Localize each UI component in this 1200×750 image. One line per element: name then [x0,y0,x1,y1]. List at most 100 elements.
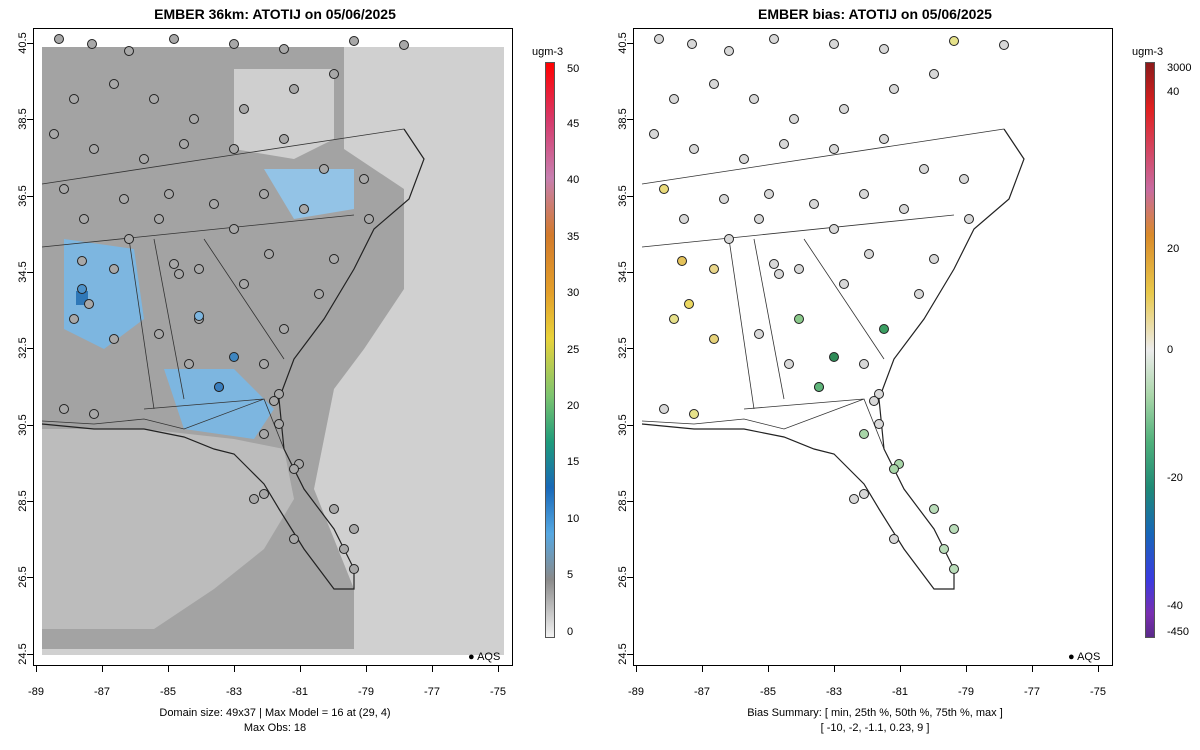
colorbar-label: 40 [1167,86,1180,98]
bias-sites [649,34,1009,574]
gulf-grid [42,429,294,629]
x-tick-label: -81 [892,686,908,698]
y-tick-label: 32.5 [17,337,29,359]
footer-line-1: Bias Summary: [ min, 25th %, 50th %, 75t… [747,707,1003,719]
x-tick-label: -87 [94,686,110,698]
y-tick-mark [27,43,33,44]
y-tick-label: 24.5 [17,643,29,665]
high-area-2 [164,369,274,439]
panel-title: EMBER 36km: ATOTIJ on 05/06/2025 [154,6,396,22]
colorbar-unit: ugm-3 [532,46,564,58]
x-tick-mark [102,666,103,672]
y-tick-mark [627,577,633,578]
x-tick-label: -75 [490,686,506,698]
y-tick-mark [27,501,33,502]
y-tick-mark [627,196,633,197]
x-tick-mark [900,666,901,672]
y-tick-label: 28.5 [617,490,629,512]
x-tick-label: -77 [1024,686,1040,698]
x-tick-mark [366,666,367,672]
colorbar-label: 0 [1167,344,1174,356]
colorbar-label: 10 [567,513,580,525]
high-area-3 [264,169,354,219]
y-tick-label: 28.5 [17,490,29,512]
y-tick-label: 36.5 [17,185,29,207]
colorbar-unit: ugm-3 [1132,46,1164,58]
map-plot-area [633,28,1113,666]
colorbar-label: 0 [567,626,574,638]
x-tick-mark [300,666,301,672]
y-tick-label: 26.5 [17,566,29,588]
y-tick-mark [627,272,633,273]
x-tick-mark [834,666,835,672]
model-map [41,34,504,655]
y-tick-label: 32.5 [617,337,629,359]
y-tick-label: 26.5 [617,566,629,588]
x-tick-label: -87 [694,686,710,698]
colorbar-label: 50 [567,63,580,75]
colorbar-label: 25 [567,344,580,356]
x-tick-mark [432,666,433,672]
footer-line-1: Domain size: 49x37 | Max Model = 16 at (… [159,707,391,719]
x-tick-mark [702,666,703,672]
x-tick-label: -75 [1090,686,1106,698]
y-tick-mark [27,272,33,273]
coastline [41,128,425,590]
colorbar-label: -20 [1167,472,1183,484]
state-borders [641,128,1005,450]
y-tick-label: 34.5 [617,261,629,283]
colorbar-label: 30 [567,287,580,299]
colorbar [1145,62,1155,638]
model-concentration-panel: EMBER 36km: ATOTIJ on 05/06/2025 [17,6,580,734]
legend-label: AQS [1077,651,1101,663]
y-tick-label: 40.5 [617,32,629,54]
y-tick-mark [627,43,633,44]
y-tick-mark [627,119,633,120]
y-tick-label: 34.5 [17,261,29,283]
coastline [641,128,1025,590]
y-tick-label: 38.5 [617,108,629,130]
y-tick-mark [627,348,633,349]
footer-line-2: [ -10, -2, -1.1, 0.23, 9 ] [820,722,930,734]
x-tick-label: -89 [628,686,644,698]
x-tick-mark [234,666,235,672]
x-tick-mark [168,666,169,672]
y-tick-mark [627,501,633,502]
colorbar-label: -40 [1167,600,1183,612]
colorbar-label: 35 [567,231,580,243]
y-tick-label: 30.5 [17,414,29,436]
x-tick-mark [1032,666,1033,672]
y-tick-mark [27,654,33,655]
legend: ● AQS [1068,651,1101,663]
x-tick-mark [1098,666,1099,672]
observation-sites [49,34,409,574]
colorbar-label: 20 [567,400,580,412]
y-tick-mark [627,425,633,426]
bias-map [641,34,1025,590]
x-tick-label: -85 [160,686,176,698]
y-tick-mark [27,348,33,349]
high-area-1 [64,239,144,349]
x-tick-mark [966,666,967,672]
appalachian-grid [234,69,334,159]
y-tick-label: 36.5 [617,185,629,207]
legend: ● AQS [468,651,501,663]
colorbar-label: 15 [567,456,580,468]
map-plot-area [33,28,513,666]
x-tick-label: -83 [226,686,242,698]
x-tick-label: -77 [424,686,440,698]
x-tick-label: -85 [760,686,776,698]
y-tick-label: 40.5 [17,32,29,54]
footer-line-2: Max Obs: 18 [243,722,307,734]
panel-title: EMBER bias: ATOTIJ on 05/06/2025 [758,6,992,22]
bias-panel: EMBER bias: ATOTIJ on 05/06/2025 [600,0,1200,750]
y-tick-mark [27,577,33,578]
x-tick-mark [498,666,499,672]
colorbar-label: 5 [567,569,574,581]
y-tick-label: 24.5 [617,643,629,665]
y-tick-label: 30.5 [617,414,629,436]
y-tick-mark [27,425,33,426]
colorbar-label: 3000 [1167,62,1192,74]
colorbar-label: -450 [1167,626,1190,638]
y-tick-mark [27,119,33,120]
